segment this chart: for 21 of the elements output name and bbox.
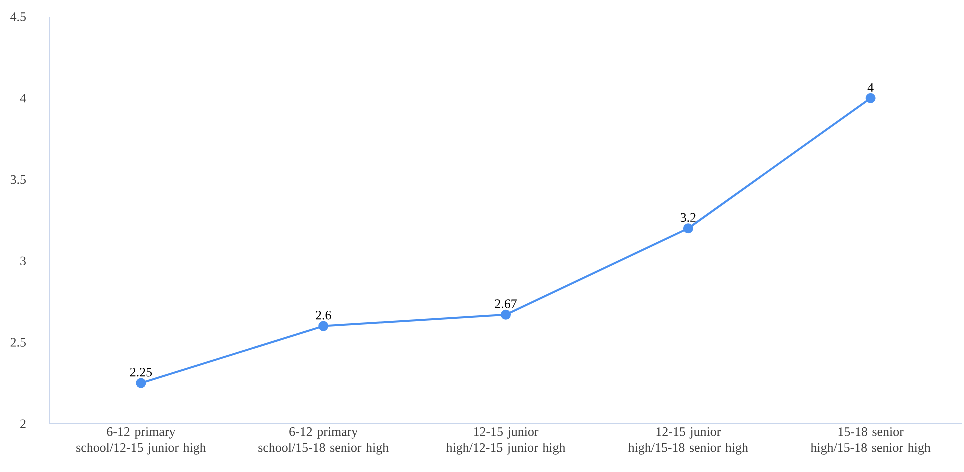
point: [136, 378, 146, 388]
y-tick-label: 2.5: [10, 338, 26, 347]
data-label: 2.6: [316, 311, 332, 320]
point: [683, 224, 694, 234]
x-tick-label: 12-15 junior high/12-15 junior high: [446, 428, 566, 455]
x-tick-label: 12-15 junior high/15-18 senior high: [628, 428, 748, 455]
x-tick-label: 6-12 primary school/12-15 junior high: [76, 428, 206, 455]
y-tick-label: 3: [20, 256, 26, 266]
data-label: 4: [868, 83, 874, 92]
data-label: 3.2: [680, 213, 696, 222]
x-tick-label: 15-18 senior high/15-18 senior high: [810, 428, 931, 455]
point: [501, 310, 512, 320]
data-label: 2.25: [130, 368, 152, 377]
point: [866, 93, 876, 104]
y-tick-label: 3.5: [10, 175, 26, 184]
data-label: 2.67: [495, 300, 517, 308]
y-tick-label: 4: [20, 94, 26, 103]
point: [318, 321, 329, 332]
x-tick-label: 6-12 primary school/15-18 senior high: [258, 428, 389, 455]
y-tick-label: 2: [20, 420, 26, 428]
y-tick-label: 4.5: [10, 12, 26, 22]
